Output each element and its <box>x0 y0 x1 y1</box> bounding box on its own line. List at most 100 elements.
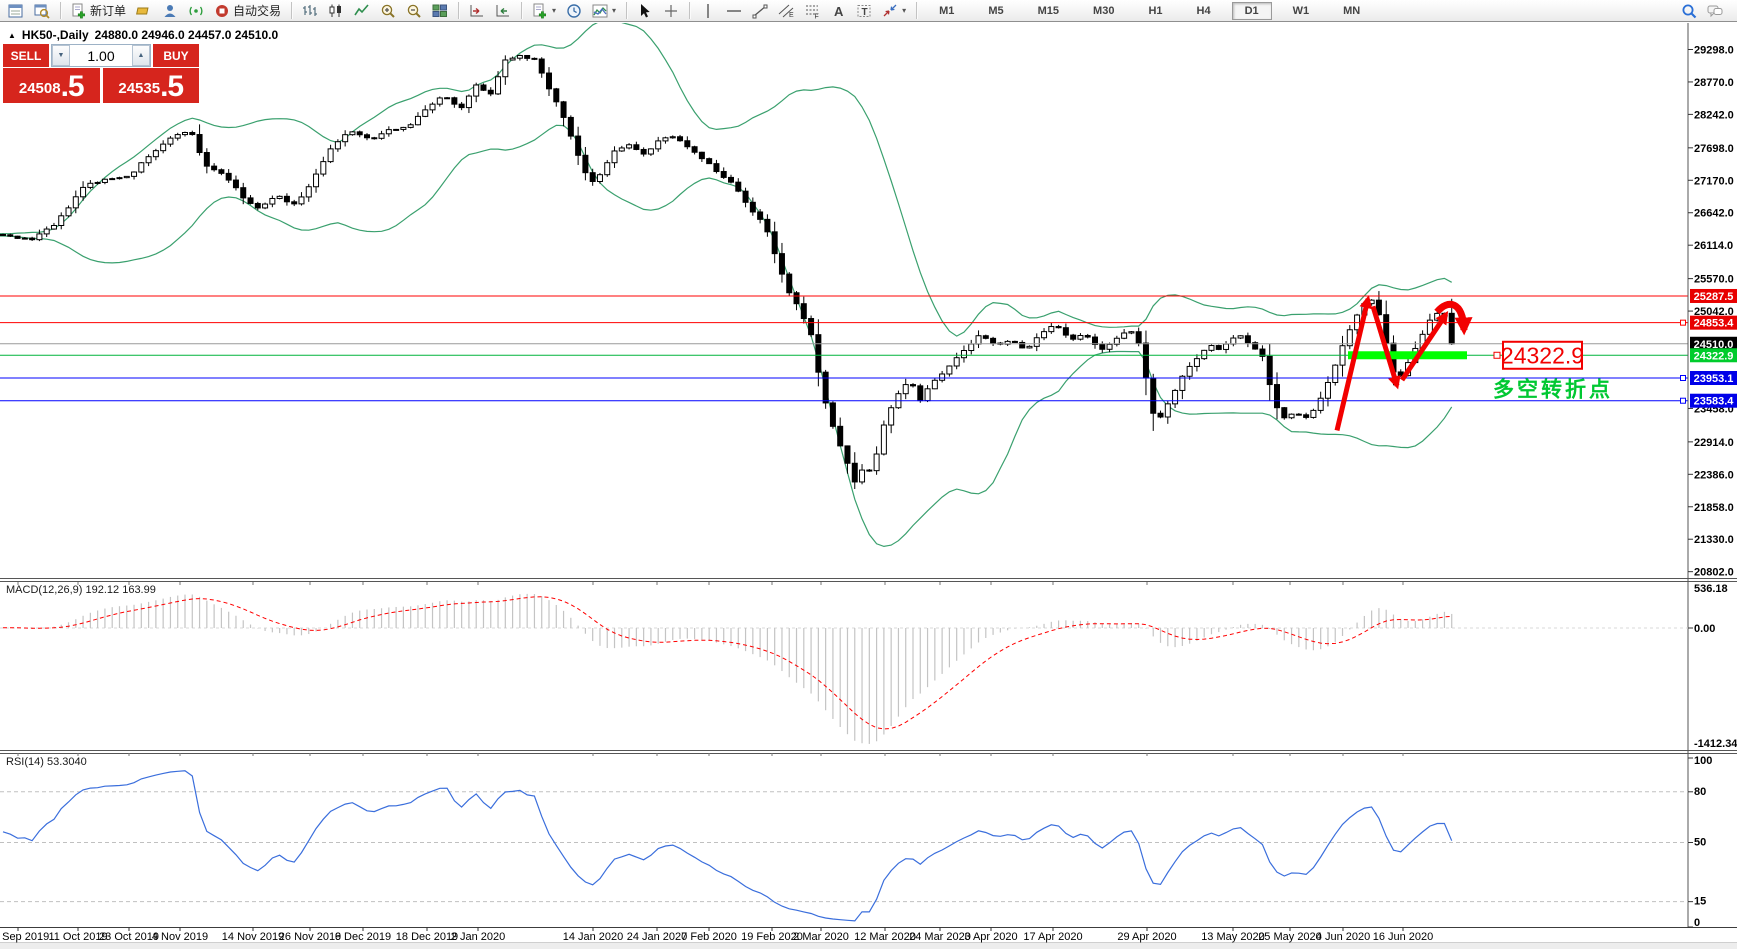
volume-input[interactable]: 1.00 <box>87 47 115 64</box>
trend-arrow[interactable] <box>1334 295 1373 431</box>
timeframe-m15-button[interactable]: M15 <box>1037 4 1060 17</box>
chart-shift-button[interactable] <box>465 0 489 21</box>
price-axis-label: 21330.0 <box>1694 534 1734 546</box>
trendline-button[interactable] <box>748 0 772 21</box>
horizontal-line-button[interactable] <box>722 0 746 21</box>
date-axis-label: 24 Mar 2020 <box>909 931 971 943</box>
candle-body <box>516 54 523 59</box>
candle-body <box>524 54 531 59</box>
vertical-line-button[interactable] <box>696 0 720 21</box>
candle-body <box>1448 312 1455 345</box>
timeframe-mn-button[interactable]: MN <box>1343 4 1361 17</box>
price-axis-label: 22914.0 <box>1694 437 1734 449</box>
text-button[interactable]: A <box>826 0 850 21</box>
zoom-in-button[interactable] <box>376 0 400 21</box>
data-window-button[interactable] <box>30 0 54 21</box>
timeframe-w1-button[interactable]: W1 <box>1292 4 1310 17</box>
cursor-button[interactable] <box>633 0 657 21</box>
candlestick-chart-button[interactable] <box>324 0 348 21</box>
new-order-button-label: 新订单 <box>90 4 127 18</box>
candle-body <box>1230 337 1237 345</box>
timeframe-m1-button[interactable]: M1 <box>939 4 955 17</box>
timeframe-m5-button[interactable]: M5 <box>988 4 1004 17</box>
equidistant-channel-button[interactable]: E <box>774 0 798 21</box>
toolbar-separator <box>916 2 918 19</box>
candle-body <box>1317 397 1324 411</box>
candle-body <box>1062 327 1069 336</box>
macd-indicator-label: MACD(12,26,9) 192.12 163.99 <box>6 584 156 596</box>
candle-body <box>123 175 130 179</box>
date-axis-label: 16 Jun 2020 <box>1373 931 1434 943</box>
autotrading-button[interactable]: 自动交易 <box>210 0 285 21</box>
line-chart-button[interactable] <box>350 0 374 21</box>
new-order-button[interactable]: 新订单 <box>67 0 130 21</box>
support-zone-bar[interactable] <box>1348 351 1467 360</box>
buy-price[interactable]: 24535.5 <box>102 68 199 103</box>
axis-separator <box>0 927 1737 928</box>
candle-body <box>1281 407 1288 419</box>
timeframe-h1-button[interactable]: H1 <box>1148 4 1163 17</box>
rsi-scale-label: 80 <box>1694 786 1706 798</box>
price-label-box[interactable] <box>1502 340 1583 370</box>
timeframe-d1-button[interactable]: D1 <box>1231 1 1272 20</box>
text-label-button[interactable]: T <box>852 0 876 21</box>
sell-price[interactable]: 24508.5 <box>3 68 100 103</box>
line-chart-icon <box>354 3 370 19</box>
trendline-icon <box>752 3 768 19</box>
timeframe-m30-button[interactable]: M30 <box>1093 4 1115 17</box>
chat-button[interactable] <box>1703 0 1727 21</box>
reversal-hook-arrow[interactable] <box>1434 300 1473 336</box>
candle-body <box>1288 413 1295 419</box>
new-chart-button[interactable]: ▾ <box>528 0 560 21</box>
periods-icon <box>566 3 582 19</box>
arrows-button[interactable]: ▾ <box>878 0 910 21</box>
candle-body <box>218 169 225 174</box>
trend-arrow[interactable] <box>1370 305 1401 390</box>
buy-price-main: 24535 <box>118 80 161 97</box>
deposit-button[interactable] <box>132 0 156 21</box>
candle-body <box>655 140 662 150</box>
candle-body <box>1041 331 1048 339</box>
bar-chart-button[interactable] <box>298 0 322 21</box>
panel-toggle-icon[interactable]: ▲ <box>8 30 16 40</box>
candle-body <box>1324 381 1331 399</box>
community-button[interactable] <box>158 0 182 21</box>
rsi-scale-label: 0 <box>1694 917 1700 929</box>
market-watch-button[interactable] <box>4 0 28 21</box>
zoom-out-button[interactable] <box>402 0 426 21</box>
candle-body <box>1150 377 1157 414</box>
candle-body <box>1266 355 1273 386</box>
signals-button[interactable] <box>184 0 208 21</box>
sell-button[interactable]: SELL <box>3 44 49 67</box>
candle-body <box>131 171 138 177</box>
candle-body <box>313 173 320 188</box>
toolbar-separator <box>626 2 628 19</box>
volume-increase-button[interactable]: ▲ <box>132 45 150 66</box>
sell-price-pips: .5 <box>60 70 85 103</box>
timeframe-h4-button[interactable]: H4 <box>1196 4 1211 17</box>
date-axis-label: 6 Dec 2019 <box>335 931 391 943</box>
periods-button[interactable] <box>562 0 586 21</box>
trend-arrow[interactable] <box>1399 311 1449 382</box>
auto-scroll-button[interactable] <box>491 0 515 21</box>
volume-decrease-button[interactable]: ▼ <box>52 45 70 66</box>
profiles-button[interactable]: ▾ <box>588 0 620 21</box>
candle-body <box>72 196 79 209</box>
candle-body <box>152 150 159 158</box>
bull-bear-turning-point-note[interactable]: 多空转折点 <box>1493 378 1613 402</box>
rsi-line <box>2 770 1453 922</box>
crosshair-button[interactable] <box>659 0 683 21</box>
tile-windows-button[interactable] <box>428 0 452 21</box>
buy-button[interactable]: BUY <box>153 44 199 67</box>
price-axis-label: 20802.0 <box>1694 567 1734 579</box>
date-axis-label: 23 Oct 2019 <box>99 931 159 943</box>
macd-signal-value: 163.99 <box>122 584 156 596</box>
candle-body <box>429 103 436 111</box>
candle-body <box>189 132 196 136</box>
search-button[interactable] <box>1677 0 1701 21</box>
price-tag-label: 23583.4 <box>1694 396 1735 408</box>
fibonacci-button[interactable]: F <box>800 0 824 21</box>
macd-scale-bottom: -1412.34 <box>1694 738 1737 750</box>
candle-body <box>305 186 312 198</box>
